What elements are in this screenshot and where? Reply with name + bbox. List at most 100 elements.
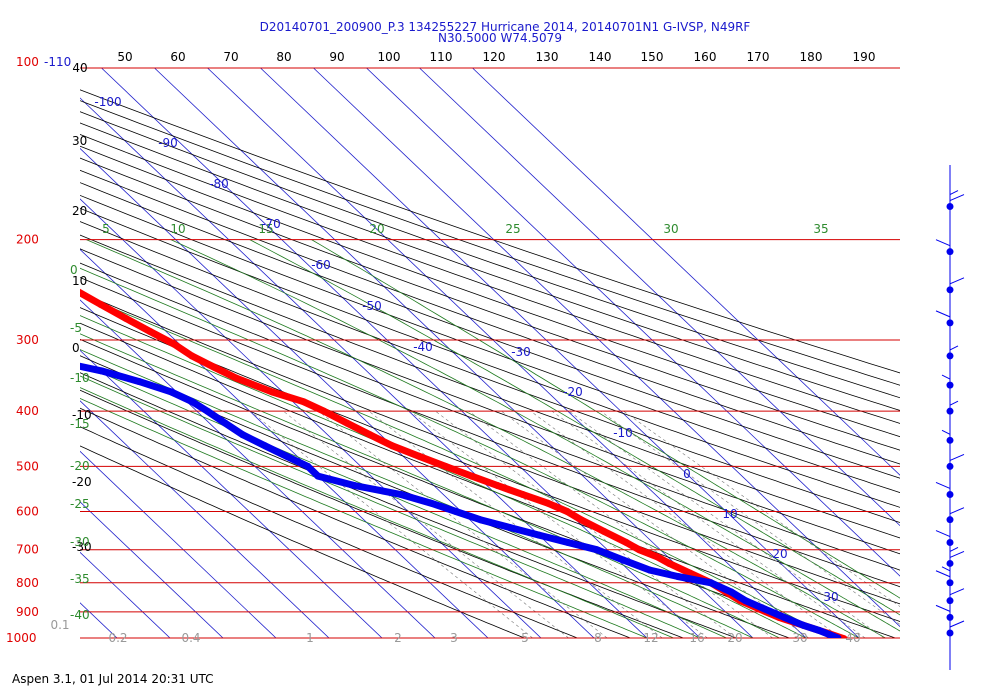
pressure-tick-label: 800: [16, 576, 39, 590]
temperature-profile-point: [21, 254, 28, 261]
pressure-tick-label: 200: [16, 233, 39, 247]
theta-top-label: 110: [430, 50, 453, 64]
temperature-profile-point: [188, 352, 196, 360]
mixing-ratio-label: 8: [594, 631, 602, 645]
isotherm-line: [80, 349, 383, 638]
pressure-tick-label: 900: [16, 605, 39, 619]
moist-adiabat-label: -5: [70, 321, 82, 335]
wind-barb-dot: [946, 613, 954, 621]
moist-adiabat-line: [80, 375, 701, 638]
theta-top-label: 120: [483, 50, 506, 64]
theta-left-label: 30: [72, 134, 87, 148]
wind-barb-dot: [946, 559, 954, 567]
dewpoint-profile-point: [239, 431, 247, 439]
pressure-tick-label: 300: [16, 333, 39, 347]
dewpoint-profile-point: [221, 419, 229, 427]
dry-adiabat-line: [80, 111, 900, 399]
wind-barb-flag: [949, 277, 965, 285]
dry-adiabat-line: [80, 234, 900, 539]
wind-barb-dot: [946, 248, 954, 256]
chart-subtitle: N30.5000 W74.5079: [438, 31, 562, 45]
theta-top-label: 40: [72, 61, 87, 75]
wind-barb-dot: [946, 597, 954, 605]
chart-grid: [80, 68, 900, 638]
moist-adiabat-label: 35: [813, 222, 828, 236]
isotherm-label: -90: [158, 136, 178, 150]
temperature-profile-point: [97, 301, 105, 308]
moist-adiabat-label: 20: [369, 222, 384, 236]
wind-barb-half-flag: [949, 190, 959, 195]
temperature-profile-point: [388, 442, 396, 450]
wind-barb-flag: [949, 194, 965, 201]
wind-barb-flag: [935, 239, 951, 247]
mixing-ratio-label: 5: [521, 631, 529, 645]
dewpoint-profile-point: [261, 442, 269, 450]
moist-adiabat-label: -40: [70, 608, 90, 622]
isotherm-label: 0: [683, 467, 691, 481]
isotherm-line: [472, 68, 900, 476]
wind-barb-half-flag: [941, 566, 951, 572]
dry-adiabat-line: [80, 134, 900, 424]
isotherm-line: [101, 68, 701, 638]
temperature-profile-point: [300, 398, 307, 406]
theta-left-label: -10: [72, 408, 92, 422]
dewpoint-profile-point: [674, 573, 682, 580]
dewpoint-profile-point: [799, 621, 807, 629]
pressure-tick-label: 1000: [6, 631, 37, 645]
dry-adiabat-line: [80, 221, 900, 523]
temperature-profile-point: [146, 328, 154, 336]
isotherm-line: [313, 68, 900, 628]
theta-top-label: 100: [378, 50, 401, 64]
dry-adiabat-line: [80, 122, 900, 411]
wind-barb-flag: [949, 453, 965, 461]
dry-adiabat-line: [80, 372, 737, 638]
wind-barb-dot: [946, 579, 954, 587]
wind-barb-half-flag: [941, 374, 951, 380]
moist-adiabat-label: 5: [102, 222, 110, 236]
dewpoint-profile-point: [203, 407, 211, 415]
dry-adiabat-line: [80, 322, 896, 638]
dewpoint-profile-point: [304, 462, 312, 470]
moist-adiabat-label: 25: [505, 222, 520, 236]
dewpoint-profile-point: [0, 337, 4, 344]
temperature-profile-point: [442, 462, 450, 470]
dewpoint-profile-point: [29, 352, 36, 359]
theta-left-label: 20: [72, 204, 87, 218]
isotherm-label: -20: [563, 385, 583, 399]
temperature-profile-point: [468, 472, 476, 480]
temperature-profile-point: [122, 314, 130, 322]
theta-top-label: 50: [117, 50, 132, 64]
mixing-ratio-label: 40: [845, 631, 860, 645]
wind-barb-dot: [946, 352, 954, 360]
wind-barb-dot: [946, 286, 954, 294]
temperature-profile-line: [80, 288, 848, 638]
dry-adiabat-line: [80, 207, 900, 508]
temperature-profile-point: [268, 388, 276, 396]
dewpoint-profile-point: [350, 482, 358, 489]
dewpoint-profile-point: [452, 508, 460, 515]
isotherm-label: -50: [362, 299, 382, 313]
dry-adiabat-line: [80, 100, 900, 386]
mixing-ratio-label: 0.1: [50, 618, 69, 632]
wind-barb-dot: [946, 407, 954, 415]
theta-left-label: 0: [72, 341, 80, 355]
mixing-ratio-line: [530, 410, 842, 638]
isotherm-line: [419, 68, 900, 527]
theta-top-label: 130: [536, 50, 559, 64]
dewpoint-profile-point: [98, 367, 106, 375]
dewpoint-profile-point: [167, 388, 175, 396]
temperature-profile-point: [415, 452, 423, 460]
theta-top-label: 160: [694, 50, 717, 64]
moist-adiabat-label: -30: [70, 535, 90, 549]
temperature-profile-point: [170, 340, 178, 348]
temperature-profile-point: [0, 239, 7, 246]
moist-adiabat-line: [311, 239, 900, 599]
moist-adiabat-line: [170, 239, 900, 632]
wind-barb-half-flag: [949, 400, 959, 406]
mixing-ratio-label: 3: [450, 631, 458, 645]
theta-top-label: 150: [641, 50, 664, 64]
isotherm-line: [80, 97, 648, 638]
chart-title: D20140701_200900_P.3 134255227 Hurricane…: [260, 20, 751, 34]
wind-barb-flag: [935, 310, 951, 318]
